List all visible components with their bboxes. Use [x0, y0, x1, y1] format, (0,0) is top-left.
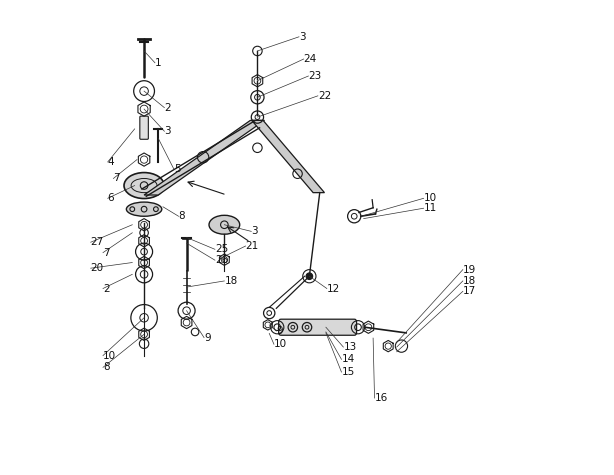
Text: 2: 2	[103, 284, 110, 294]
Text: 14: 14	[341, 354, 355, 364]
Text: 3: 3	[165, 126, 171, 136]
Text: 27: 27	[91, 237, 104, 247]
Ellipse shape	[209, 215, 239, 234]
Ellipse shape	[126, 202, 162, 216]
FancyBboxPatch shape	[140, 116, 149, 139]
Text: 1: 1	[155, 58, 161, 68]
FancyBboxPatch shape	[279, 319, 357, 335]
Text: 10: 10	[274, 339, 287, 349]
Text: 7: 7	[114, 173, 120, 183]
Text: 22: 22	[318, 91, 331, 101]
Polygon shape	[252, 120, 324, 193]
Text: 18: 18	[463, 276, 476, 286]
Text: 19: 19	[463, 265, 476, 275]
Text: 15: 15	[341, 367, 355, 377]
Text: 9: 9	[276, 326, 283, 336]
Text: 2: 2	[165, 103, 171, 113]
Text: 20: 20	[91, 263, 104, 273]
Text: 23: 23	[308, 71, 322, 81]
Text: 21: 21	[246, 241, 259, 251]
Text: 17: 17	[463, 286, 476, 296]
Text: 3: 3	[299, 32, 306, 42]
Ellipse shape	[124, 172, 164, 199]
Text: 11: 11	[424, 203, 437, 213]
Text: 3: 3	[251, 227, 258, 237]
Text: 10: 10	[103, 351, 116, 361]
Text: 26: 26	[215, 255, 228, 265]
Text: 5: 5	[174, 164, 181, 174]
Text: 18: 18	[224, 276, 238, 286]
Text: 13: 13	[343, 342, 357, 352]
Text: 24: 24	[304, 54, 317, 64]
Text: 4: 4	[107, 157, 114, 167]
Text: 16: 16	[375, 393, 388, 403]
Text: 7: 7	[103, 247, 110, 257]
Text: 9: 9	[204, 332, 211, 342]
Text: 8: 8	[103, 362, 110, 372]
Text: 6: 6	[107, 193, 114, 203]
Text: 12: 12	[327, 284, 340, 294]
Text: 8: 8	[179, 211, 185, 221]
Circle shape	[306, 273, 313, 279]
Text: 25: 25	[215, 244, 228, 254]
Polygon shape	[144, 120, 265, 195]
Text: 10: 10	[424, 193, 437, 203]
